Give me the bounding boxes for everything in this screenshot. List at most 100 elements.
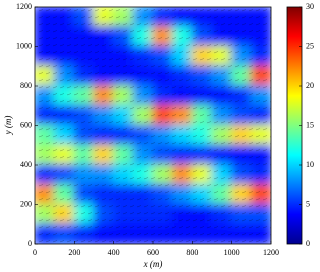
vector-arrow [108, 163, 114, 166]
vector-arrow [45, 233, 51, 236]
vector-arrow [220, 163, 226, 166]
vector-arrow [108, 37, 114, 40]
vector-arrow [101, 51, 107, 54]
vector-arrow [150, 226, 156, 229]
vector-arrow [220, 9, 226, 12]
vector-arrow [248, 72, 254, 75]
vector-arrow [255, 9, 261, 12]
vector-arrow [66, 191, 72, 194]
vector-arrow [199, 114, 205, 117]
vector-arrow [87, 226, 93, 229]
vector-arrow [122, 121, 128, 124]
vector-arrow [115, 240, 121, 243]
vector-arrow [52, 23, 58, 26]
vector-arrow [157, 44, 163, 47]
vector-arrow [122, 128, 128, 131]
vector-arrow [108, 114, 114, 117]
vector-arrow [227, 184, 233, 187]
vector-arrow [143, 226, 149, 229]
vector-arrow [136, 170, 142, 173]
heat-cell [73, 203, 95, 226]
vector-arrow [129, 156, 135, 159]
vector-arrow [136, 198, 142, 201]
vector-arrow [66, 219, 72, 222]
vector-arrow [178, 233, 184, 236]
vector-arrow [38, 86, 44, 89]
vector-arrow [108, 149, 114, 152]
heat-cell [230, 164, 253, 186]
vector-arrow [157, 9, 163, 12]
vector-arrow [248, 100, 254, 103]
heat-cell [73, 25, 95, 48]
vector-arrow [94, 184, 100, 187]
vector-arrow [122, 135, 128, 138]
vector-arrow [122, 198, 128, 201]
heat-cell [250, 7, 271, 28]
vector-arrow [143, 240, 149, 243]
vector-arrow [164, 219, 170, 222]
vector-arrow [262, 226, 268, 229]
vector-arrow [157, 114, 163, 117]
vector-arrow [59, 107, 65, 110]
vector-arrow [129, 212, 135, 215]
vector-arrow [255, 30, 261, 33]
heat-cell [230, 7, 253, 28]
vector-arrow [199, 184, 205, 187]
vector-arrow [94, 100, 100, 103]
vector-arrow [241, 163, 247, 166]
vector-arrow [115, 184, 121, 187]
vector-arrow [45, 149, 51, 152]
vector-arrow [157, 30, 163, 33]
vector-arrow [206, 37, 212, 40]
vector-arrow [206, 107, 212, 110]
x-tick-label: 600 [147, 248, 159, 257]
vector-arrow [101, 44, 107, 47]
vector-arrow [45, 170, 51, 173]
vector-arrow [248, 121, 254, 124]
vector-arrow [87, 23, 93, 26]
vector-arrow [213, 219, 219, 222]
vector-arrow [213, 226, 219, 229]
vector-arrow [94, 191, 100, 194]
vector-arrow [255, 170, 261, 173]
vector-arrow [87, 65, 93, 68]
heat-cell [171, 65, 194, 87]
vector-arrow [171, 240, 177, 243]
vector-arrow [185, 100, 191, 103]
vector-arrow [185, 149, 191, 152]
vector-arrow [206, 51, 212, 54]
vector-arrow [129, 65, 135, 68]
vector-arrow [199, 142, 205, 145]
vector-arrow [115, 23, 121, 26]
vector-arrow [38, 240, 44, 243]
vector-arrow [234, 100, 240, 103]
vector-arrow [122, 184, 128, 187]
heat-cell [112, 7, 135, 28]
vector-arrow [164, 51, 170, 54]
vector-arrow [101, 205, 107, 208]
vector-arrow [52, 114, 58, 117]
vector-arrow [150, 79, 156, 82]
vector-arrow [248, 156, 254, 159]
vector-arrow [87, 114, 93, 117]
vector-arrow [220, 30, 226, 33]
vector-arrow [185, 170, 191, 173]
vector-arrow [73, 219, 79, 222]
vector-arrow [136, 128, 142, 131]
vector-arrow [108, 142, 114, 145]
vector-arrow [136, 23, 142, 26]
vector-arrow [59, 58, 65, 61]
vector-arrow [227, 170, 233, 173]
vector-arrow [52, 9, 58, 12]
heat-cell [93, 45, 115, 68]
vector-arrow [213, 240, 219, 243]
vector-arrow [52, 58, 58, 61]
vector-arrow [199, 135, 205, 138]
vector-arrow [248, 212, 254, 215]
vector-arrow [248, 79, 254, 82]
vector-arrow [66, 86, 72, 89]
vector-arrow [234, 86, 240, 89]
vector-arrow [122, 72, 128, 75]
heat-cell [250, 104, 271, 127]
vector-arrow [129, 205, 135, 208]
